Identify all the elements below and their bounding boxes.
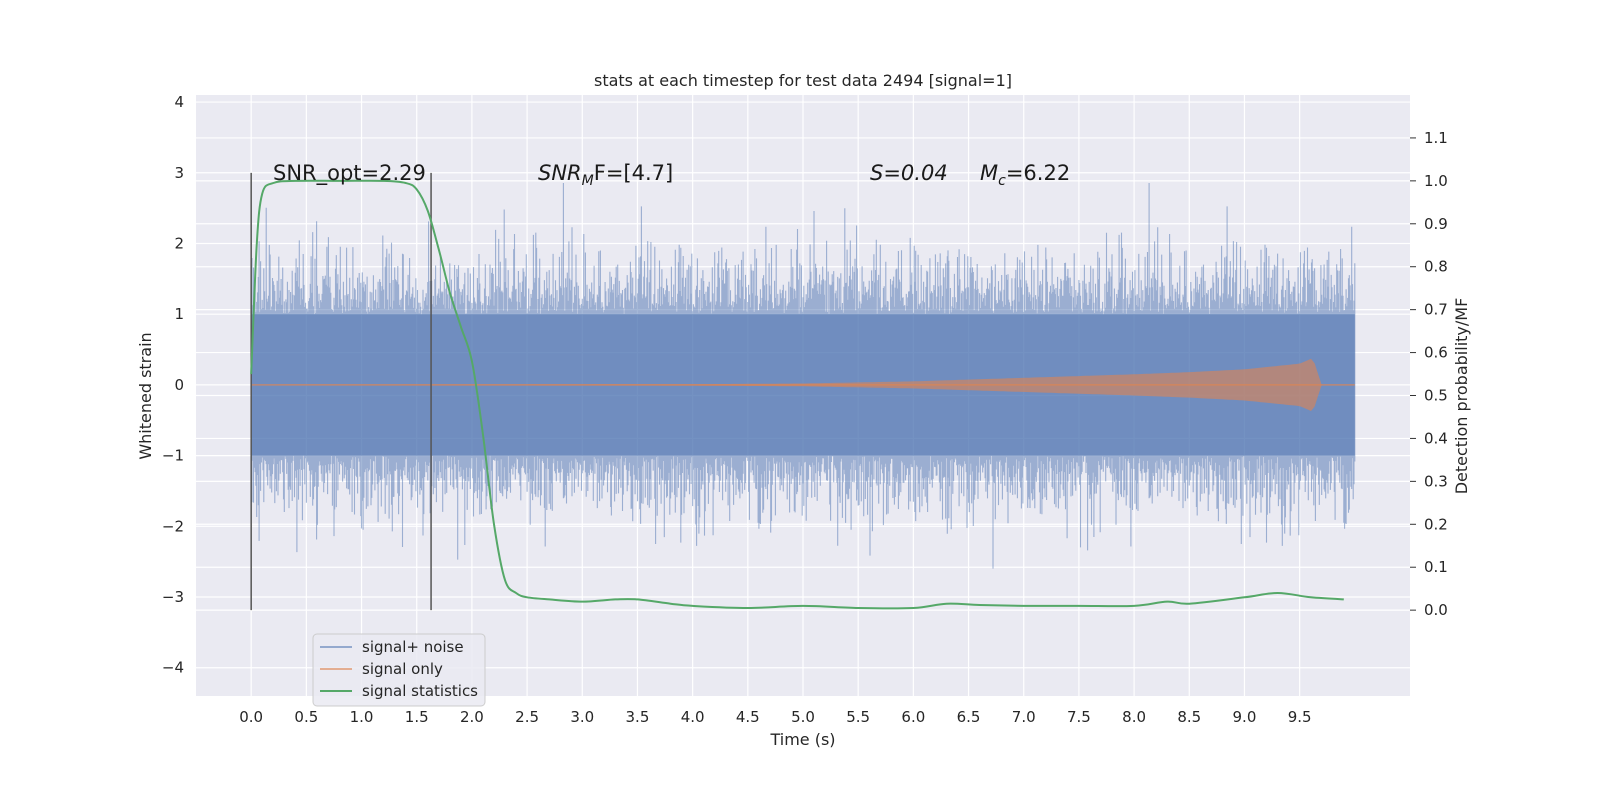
y-tick-label: 2 bbox=[174, 234, 184, 252]
x-tick-label: 6.5 bbox=[957, 708, 981, 726]
y2-tick-label: 0.9 bbox=[1424, 215, 1448, 233]
x-tick-label: 0.5 bbox=[294, 708, 318, 726]
x-tick-label: 6.0 bbox=[901, 708, 925, 726]
y-tick-label: −4 bbox=[162, 659, 184, 677]
y2-axis-ticks: 0.0 0.1 0.2 0.3 0.4 0.5 0.6 0.7 0.8 0.9 1.0 1.1 bbox=[1410, 129, 1448, 619]
y-axis-label: Whitened strain bbox=[136, 332, 155, 459]
legend-label-signal-statistics: signal statistics bbox=[362, 682, 478, 700]
y2-tick-label: 0.7 bbox=[1424, 301, 1448, 319]
series-signal-only bbox=[251, 358, 1355, 411]
x-tick-label: 3.0 bbox=[570, 708, 594, 726]
annotation-mc-sub: c bbox=[998, 173, 1006, 189]
annotation-mc-base: M bbox=[980, 161, 998, 185]
annotation-snr-mf-tail: F=[4.7] bbox=[594, 161, 673, 185]
x-tick-label: 5.0 bbox=[791, 708, 815, 726]
annotation-snr-mf: SNRMF=[4.7] bbox=[538, 161, 673, 189]
signal-envelope bbox=[251, 358, 1322, 411]
y-tick-label: 4 bbox=[174, 93, 184, 111]
y2-tick-label: 0.2 bbox=[1424, 515, 1448, 533]
x-tick-label: 1.0 bbox=[350, 708, 374, 726]
y2-tick-label: 0.5 bbox=[1424, 387, 1448, 405]
y2-tick-label: 0.0 bbox=[1424, 601, 1448, 619]
x-tick-label: 7.0 bbox=[1012, 708, 1036, 726]
legend-label-signal-only: signal only bbox=[362, 660, 443, 678]
annotation-mc: Mc=6.22 bbox=[980, 161, 1070, 189]
y2-tick-label: 1.0 bbox=[1424, 172, 1448, 190]
y2-tick-label: 0.1 bbox=[1424, 558, 1448, 576]
series-signal-statistics bbox=[250, 179, 1344, 610]
y-tick-label: −1 bbox=[162, 447, 184, 465]
x-tick-label: 2.5 bbox=[515, 708, 539, 726]
legend-box bbox=[312, 633, 486, 707]
annotation-snr-mf-sub: M bbox=[582, 173, 594, 189]
stats-curve bbox=[250, 179, 1344, 610]
x-axis-ticks: 0.0 0.5 1.0 1.5 2.0 2.5 3.0 3.5 4.0 4.5 5.0 5.5 6.0 6… bbox=[239, 708, 1311, 726]
annotation-mc-tail: =6.22 bbox=[1006, 161, 1070, 185]
chart-title: stats at each timestep for test data 249… bbox=[594, 71, 1012, 90]
y2-tick-label: 0.4 bbox=[1424, 429, 1448, 447]
vertical-markers bbox=[250, 172, 432, 611]
y-tick-label: 1 bbox=[174, 305, 184, 323]
annotation-s: S=0.04 bbox=[870, 161, 948, 185]
legend: signal+ noise signal only signal statist… bbox=[312, 633, 486, 707]
x-axis-label: Time (s) bbox=[769, 730, 835, 749]
y2-tick-label: 0.8 bbox=[1424, 258, 1448, 276]
x-tick-label: 8.0 bbox=[1122, 708, 1146, 726]
y-tick-label: 0 bbox=[174, 376, 184, 394]
y2-axis-label: Detection probability/MF bbox=[1452, 298, 1471, 495]
annotations: SNR_opt=2.29 SNRMF=[4.7] S=0.04 Mc=6.22 bbox=[273, 161, 1070, 189]
annotation-snr-opt: SNR_opt=2.29 bbox=[273, 161, 426, 186]
y-axis-ticks: −4 −3 −2 −1 0 1 2 3 4 bbox=[162, 93, 184, 677]
x-tick-label: 0.0 bbox=[239, 708, 263, 726]
annotation-s-text: S=0.04 bbox=[870, 161, 948, 185]
y2-tick-label: 0.6 bbox=[1424, 344, 1448, 362]
x-tick-label: 4.0 bbox=[681, 708, 705, 726]
x-tick-label: 8.5 bbox=[1177, 708, 1201, 726]
legend-label-signal-noise: signal+ noise bbox=[362, 638, 464, 656]
x-tick-label: 5.5 bbox=[846, 708, 870, 726]
y-tick-label: −3 bbox=[162, 588, 184, 606]
x-tick-label: 9.5 bbox=[1288, 708, 1312, 726]
x-tick-label: 3.5 bbox=[626, 708, 650, 726]
x-tick-label: 1.5 bbox=[405, 708, 429, 726]
x-tick-label: 9.0 bbox=[1233, 708, 1257, 726]
y-tick-label: 3 bbox=[174, 164, 184, 182]
x-tick-label: 2.0 bbox=[460, 708, 484, 726]
x-tick-label: 7.5 bbox=[1067, 708, 1091, 726]
annotation-snr-mf-base: SNR bbox=[538, 161, 582, 185]
y-tick-label: −2 bbox=[162, 517, 184, 535]
y2-tick-label: 0.3 bbox=[1424, 472, 1448, 490]
y2-tick-label: 1.1 bbox=[1424, 129, 1448, 147]
x-tick-label: 4.5 bbox=[736, 708, 760, 726]
